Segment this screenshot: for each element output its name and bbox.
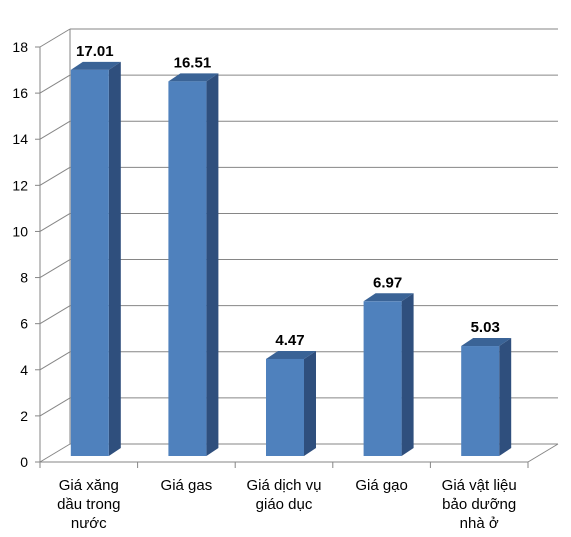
- data-label: 6.97: [373, 274, 402, 291]
- gridline-depth: [39, 443, 71, 463]
- data-label: 4.47: [275, 332, 304, 349]
- gridline-depth: [39, 351, 71, 371]
- bar-front: [363, 301, 402, 456]
- bar-top: [266, 350, 316, 359]
- gridline-depth: [39, 166, 71, 186]
- x-tick-label: Giá gas: [161, 477, 213, 494]
- y-tick-label: 18: [12, 39, 28, 55]
- bar-front: [168, 81, 207, 456]
- bar-side: [206, 73, 219, 456]
- bar-side: [108, 61, 121, 456]
- y-tick-label: 2: [20, 408, 28, 424]
- bar: [70, 61, 121, 456]
- axes: 0 2 4 6 8 10 12 14 16 18: [12, 29, 559, 470]
- gridline-depth: [39, 120, 71, 140]
- bar-side: [499, 338, 512, 456]
- y-tick-label: 16: [12, 85, 28, 101]
- bar: [363, 293, 414, 456]
- x-tick-label: Giá xăng dầu trong nước: [57, 477, 120, 532]
- gridline-depth: [39, 28, 71, 48]
- x-tick-label: Giá dịch vụ giáo dục: [246, 477, 321, 513]
- bar: [266, 350, 316, 456]
- bar-front: [70, 69, 109, 456]
- data-label: 5.03: [471, 319, 500, 336]
- gridline-depth: [39, 74, 71, 94]
- bar-top: [363, 293, 414, 302]
- y-tick-label: 10: [12, 223, 28, 239]
- y-tick-label: 4: [20, 362, 28, 378]
- labels: 17.01 Giá xăng dầu trong nước 16.51 Giá gas 4.…: [57, 43, 517, 532]
- y-tick-label: 6: [20, 316, 28, 332]
- bar-side: [304, 350, 316, 456]
- gridline-depth: [39, 213, 71, 232]
- bar-side: [401, 293, 414, 456]
- y-tick-label: 14: [12, 131, 28, 147]
- x-tick-label: Giá vật liệu bảo dưỡng nhà ở: [442, 477, 517, 532]
- bar-front: [266, 358, 304, 456]
- bar: [168, 73, 219, 456]
- y-tick-label: 8: [20, 270, 28, 286]
- bar: [461, 338, 512, 456]
- bar-top: [461, 338, 512, 347]
- data-label: 16.51: [174, 54, 212, 71]
- bar-top: [70, 61, 121, 70]
- gridline-depth: [39, 259, 71, 278]
- gridline-depth: [39, 397, 71, 417]
- data-label: 17.01: [76, 43, 114, 60]
- y-tick-label: 0: [20, 454, 28, 470]
- bar-front: [461, 346, 500, 456]
- y-tick-label: 12: [12, 177, 28, 193]
- x-tick-label: Giá gạo: [355, 477, 408, 494]
- gridline-depth: [39, 305, 71, 325]
- bars: [70, 61, 512, 456]
- bar-top: [168, 73, 219, 82]
- floor-edge: [527, 443, 559, 463]
